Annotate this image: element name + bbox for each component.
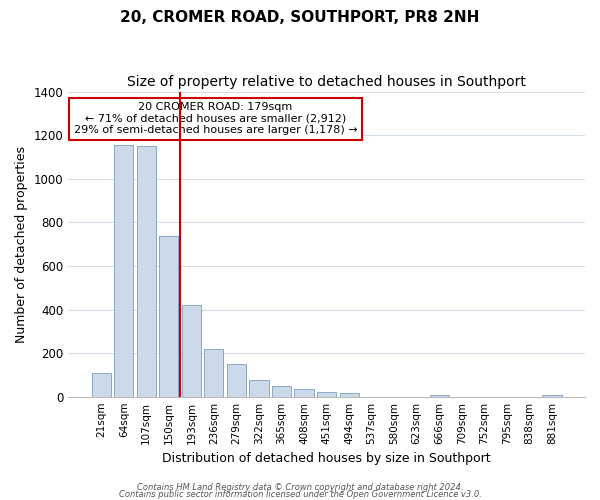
Bar [205, 348, 223, 397]
Text: Contains HM Land Registry data © Crown copyright and database right 2024.: Contains HM Land Registry data © Crown c… [137, 484, 463, 492]
Bar [227, 364, 246, 396]
Bar [295, 389, 314, 396]
Title: Size of property relative to detached houses in Southport: Size of property relative to detached ho… [127, 75, 526, 89]
Bar [542, 394, 562, 396]
Bar [340, 394, 359, 396]
Bar [430, 394, 449, 396]
Bar [272, 386, 291, 396]
Bar [182, 305, 201, 396]
Text: 20 CROMER ROAD: 179sqm
← 71% of detached houses are smaller (2,912)
29% of semi-: 20 CROMER ROAD: 179sqm ← 71% of detached… [74, 102, 357, 136]
Text: 20, CROMER ROAD, SOUTHPORT, PR8 2NH: 20, CROMER ROAD, SOUTHPORT, PR8 2NH [121, 10, 479, 25]
Text: Contains public sector information licensed under the Open Government Licence v3: Contains public sector information licen… [119, 490, 481, 499]
Bar [114, 145, 133, 397]
Bar [250, 380, 269, 396]
Y-axis label: Number of detached properties: Number of detached properties [15, 146, 28, 342]
X-axis label: Distribution of detached houses by size in Southport: Distribution of detached houses by size … [162, 452, 491, 465]
Bar [92, 372, 111, 396]
Bar [137, 146, 156, 397]
Bar [317, 392, 336, 396]
Bar [159, 236, 178, 396]
